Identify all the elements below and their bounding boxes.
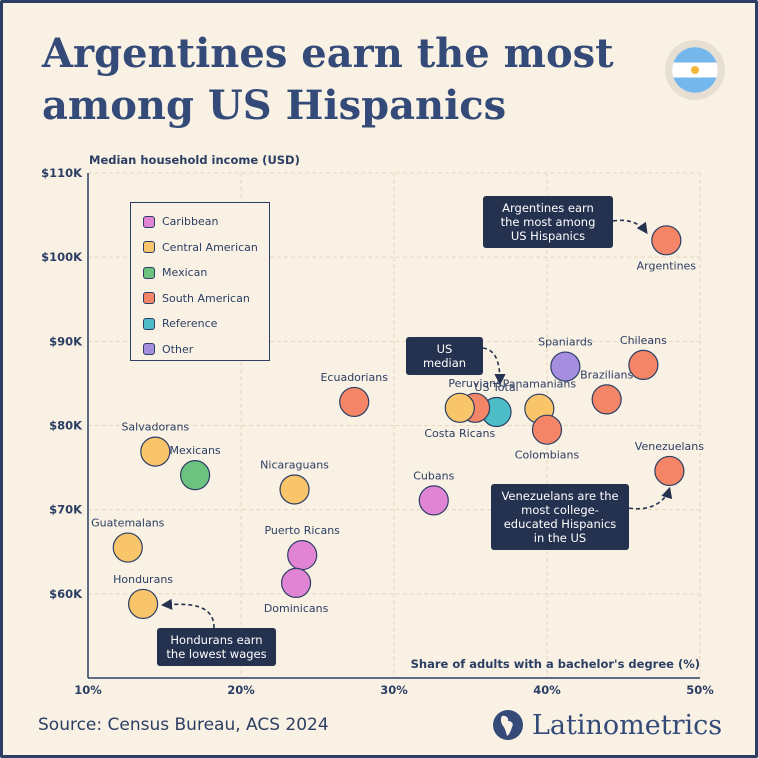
- legend-item-south-american: South American: [131, 286, 269, 312]
- point-label-cubans: Cubans: [413, 469, 454, 482]
- y-tick-label: $80K: [49, 419, 83, 433]
- point-spaniards: [550, 351, 581, 382]
- point-venezuelans: [654, 455, 685, 487]
- legend-item-caribbean: Caribbean: [131, 209, 269, 235]
- annotation-arrow-argentines: [612, 219, 648, 235]
- source-note: Source: Census Bureau, ACS 2024: [38, 715, 329, 735]
- point-hondurans: [127, 588, 159, 620]
- legend-label: Mexican: [162, 266, 208, 280]
- point-guatemalans: [112, 532, 143, 563]
- annotation-venezuelans: Venezuelans are the most college-educate…: [491, 484, 629, 550]
- flag-graphic: [671, 46, 719, 94]
- point-label-costa-ricans: Costa Ricans: [424, 427, 495, 440]
- point-label-spaniards: Spaniards: [538, 336, 593, 349]
- point-label-salvadorans: Salvadorans: [121, 421, 189, 434]
- annotation-us-median: US median: [406, 337, 483, 375]
- point-label-nicaraguans: Nicaraguans: [260, 458, 329, 471]
- x-tick-label: 20%: [227, 683, 255, 697]
- legend-swatch: [143, 292, 155, 305]
- point-mexicans: [180, 460, 211, 491]
- legend-swatch: [143, 215, 155, 228]
- point-label-guatemalans: Guatemalans: [91, 517, 165, 530]
- point-label-hondurans: Hondurans: [113, 573, 173, 586]
- point-label-mexicans: Mexicans: [170, 444, 221, 457]
- legend-swatch: [143, 241, 155, 254]
- point-label-peruvians: Peruvians: [448, 377, 502, 390]
- x-tick-label: 50%: [686, 683, 714, 697]
- annotation-arrow-venezuelans: [628, 486, 673, 510]
- x-axis-label: Share of adults with a bachelor's degree…: [411, 657, 700, 671]
- y-tick-label: $60K: [49, 587, 83, 601]
- point-label-ecuadorians: Ecuadorians: [320, 371, 388, 384]
- point-dominicans: [280, 567, 312, 598]
- x-tick-label: 40%: [533, 683, 561, 697]
- y-axis-label: Median household income (USD): [89, 153, 300, 167]
- point-label-dominicans: Dominicans: [264, 602, 329, 615]
- annotation-hondurans: Hondurans earn the lowest wages: [157, 628, 276, 666]
- point-label-puerto-ricans: Puerto Ricans: [264, 524, 340, 537]
- legend-item-other: Other: [131, 337, 269, 363]
- point-puerto-ricans: [287, 540, 318, 571]
- legend-item-mexican: Mexican: [131, 260, 269, 286]
- point-nicaraguans: [279, 474, 310, 505]
- point-colombians: [531, 414, 563, 445]
- legend-item-reference: Reference: [131, 311, 269, 337]
- point-brazilians: [591, 384, 622, 415]
- legend-swatch: [143, 317, 155, 330]
- x-tick-label: 30%: [380, 683, 408, 697]
- y-tick-label: $100K: [41, 250, 83, 264]
- point-label-colombians: Colombians: [515, 449, 580, 462]
- brand-logo: Latinometrics: [492, 705, 722, 745]
- y-tick-label: $110K: [41, 166, 83, 180]
- point-cubans: [418, 485, 449, 516]
- latinometrics-logo-icon: [493, 710, 523, 740]
- legend-item-central-american: Central American: [131, 235, 269, 261]
- point-label-panamanians: Panamanians: [503, 378, 577, 391]
- point-label-chileans: Chileans: [620, 334, 667, 347]
- y-tick-label: $90K: [49, 334, 83, 348]
- page-title: Argentines earn the most among US Hispan…: [42, 30, 614, 129]
- point-salvadorans: [140, 436, 171, 467]
- point-argentines: [651, 225, 682, 256]
- legend-label: Central American: [162, 240, 258, 254]
- point-label-brazilians: Brazilians: [580, 368, 633, 381]
- point-chileans: [628, 349, 659, 380]
- annotation-arrow-us-median: [482, 347, 506, 386]
- argentina-flag-icon: [665, 40, 725, 100]
- legend-swatch: [143, 343, 155, 356]
- legend-label: Caribbean: [162, 215, 219, 229]
- legend-swatch: [143, 266, 155, 279]
- x-tick-label: 10%: [74, 683, 102, 697]
- brand-name: Latinometrics: [532, 709, 723, 741]
- y-tick-label: $70K: [49, 503, 83, 517]
- point-ecuadorians: [339, 386, 370, 418]
- point-label-venezuelans: Venezuelans: [635, 440, 704, 453]
- point-costa-ricans: [444, 392, 475, 423]
- scatter-chart: $60K $70K $80K $90K $100K $110K 10% 20% 30% 40% 50…: [41, 153, 714, 697]
- chart-legend: Caribbean Central American Mexican South Am…: [130, 202, 270, 361]
- legend-label: Other: [162, 342, 194, 356]
- annotation-arrow-hondurans: [160, 598, 215, 629]
- annotation-argentines: Argentines earn the most among US Hispan…: [483, 196, 613, 248]
- legend-label: South American: [162, 291, 250, 305]
- legend-label: Reference: [162, 317, 218, 331]
- point-label-us-total: US Total: [474, 381, 518, 394]
- point-label-argentines: Argentines: [637, 259, 697, 272]
